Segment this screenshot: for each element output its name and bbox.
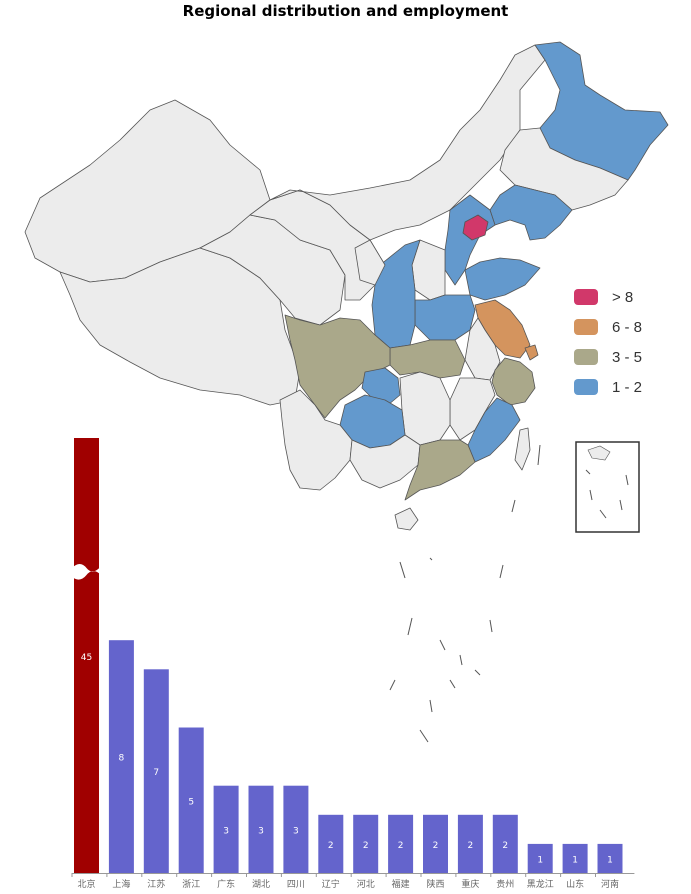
region-guangdong[interactable] xyxy=(404,439,476,501)
bar[interactable] xyxy=(562,843,588,873)
x-tick-label: 陕西 xyxy=(426,878,444,890)
legend-swatch xyxy=(574,349,598,365)
legend-swatch xyxy=(574,319,598,335)
x-tick-label: 福建 xyxy=(392,878,410,890)
region-hainan[interactable] xyxy=(394,507,419,531)
chart-title: Regional distribution and employment xyxy=(182,2,509,20)
legend-item[interactable]: 6 - 8 xyxy=(574,312,642,342)
bar-value-label: 1 xyxy=(572,855,578,865)
region-fujian[interactable] xyxy=(467,397,521,463)
region-shanghai[interactable] xyxy=(524,344,539,361)
bar[interactable] xyxy=(283,785,309,873)
region-taiwan[interactable] xyxy=(514,427,531,471)
legend-label: 3 - 5 xyxy=(612,348,643,366)
south-china-sea-islands xyxy=(389,444,541,743)
bar-value-label: 7 xyxy=(153,768,159,778)
region-shandong[interactable] xyxy=(464,257,541,301)
bar[interactable] xyxy=(143,669,169,873)
bar-value-label: 45 xyxy=(81,653,92,663)
region-chongqing[interactable] xyxy=(361,367,401,406)
legend-swatch xyxy=(574,379,598,395)
bar-value-label: 2 xyxy=(363,841,369,851)
bar[interactable] xyxy=(353,814,379,873)
x-tick-label: 黑龙江 xyxy=(527,878,554,890)
region-henan[interactable] xyxy=(414,294,476,341)
x-tick-label: 北京 xyxy=(77,878,95,890)
x-tick-label: 山东 xyxy=(566,878,584,890)
legend-swatch xyxy=(574,289,598,305)
bar[interactable] xyxy=(74,438,99,873)
bar-value-label: 3 xyxy=(293,826,299,836)
region-zhejiang[interactable] xyxy=(491,357,536,406)
bar[interactable] xyxy=(457,814,483,873)
x-tick-label: 浙江 xyxy=(182,878,200,890)
x-tick-label: 贵州 xyxy=(496,878,514,890)
bar-value-label: 2 xyxy=(502,841,508,851)
legend-label: > 8 xyxy=(612,288,634,306)
bar[interactable] xyxy=(527,843,553,873)
legend-item[interactable]: 3 - 5 xyxy=(574,342,642,372)
region-inner-mongolia[interactable] xyxy=(269,44,546,241)
bar[interactable] xyxy=(108,640,134,873)
bar-value-label: 8 xyxy=(119,754,125,764)
region-jilin[interactable] xyxy=(499,127,629,211)
x-tick-label: 湖北 xyxy=(252,879,270,890)
bar-value-label: 5 xyxy=(188,797,194,807)
x-tick-label: 广东 xyxy=(217,878,235,890)
region-hebei[interactable] xyxy=(444,194,496,286)
x-tick-label: 辽宁 xyxy=(322,878,340,890)
region-heilongjiang[interactable] xyxy=(534,41,669,181)
south-china-sea-inset xyxy=(575,441,640,533)
legend-label: 1 - 2 xyxy=(612,378,643,396)
bar[interactable] xyxy=(492,814,518,873)
x-tick-label: 河南 xyxy=(601,878,619,890)
bar-value-label: 2 xyxy=(468,841,474,851)
x-tick-label: 上海 xyxy=(112,878,130,890)
map-legend: > 8 6 - 8 3 - 5 1 - 2 xyxy=(574,282,642,402)
legend-label: 6 - 8 xyxy=(612,318,643,336)
x-tick-label: 江苏 xyxy=(147,878,165,890)
region-yunnan[interactable] xyxy=(279,389,353,491)
region-hubei[interactable] xyxy=(389,339,466,379)
bar-value-label: 1 xyxy=(537,855,543,865)
x-tick-label: 河北 xyxy=(357,878,375,890)
legend-item[interactable]: 1 - 2 xyxy=(574,372,642,402)
axis-break-mark xyxy=(72,564,101,580)
bar-value-label: 3 xyxy=(258,826,264,836)
region-tibet[interactable] xyxy=(59,247,301,406)
x-tick-label: 重庆 xyxy=(461,878,479,890)
region-ningxia[interactable] xyxy=(354,239,386,286)
bar[interactable] xyxy=(597,843,623,873)
bar[interactable] xyxy=(423,814,448,873)
bar-value-label: 2 xyxy=(398,841,404,851)
bar-value-label: 1 xyxy=(607,855,613,865)
bar-value-label: 3 xyxy=(223,826,229,836)
bar-value-label: 2 xyxy=(328,841,334,851)
bar[interactable] xyxy=(178,727,204,874)
legend-item[interactable]: > 8 xyxy=(574,282,642,312)
region-beijing[interactable] xyxy=(462,214,489,241)
bar-value-label: 2 xyxy=(433,841,439,851)
x-tick-label: 四川 xyxy=(287,880,305,890)
bar[interactable] xyxy=(213,785,239,873)
bar[interactable] xyxy=(248,785,274,873)
region-anhui[interactable] xyxy=(464,317,501,381)
bar[interactable] xyxy=(388,814,414,873)
bar[interactable] xyxy=(318,814,344,873)
